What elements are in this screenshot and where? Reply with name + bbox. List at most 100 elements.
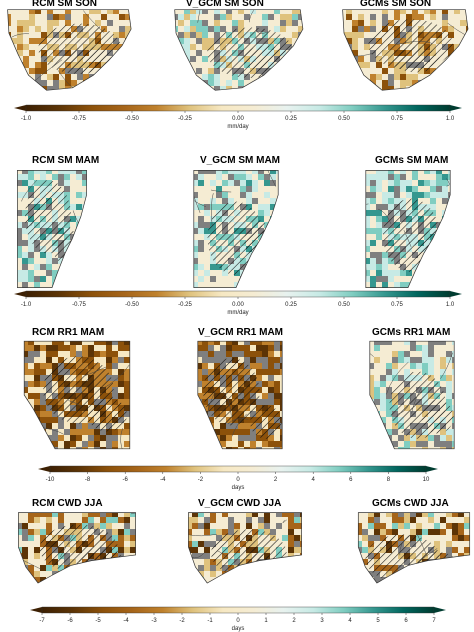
map-cell <box>214 32 221 39</box>
map-cell <box>292 9 299 15</box>
map-cell <box>294 541 301 548</box>
country-border <box>43 427 64 435</box>
map-cell <box>246 276 253 283</box>
map-cell <box>174 38 179 45</box>
map-cell <box>216 517 223 524</box>
map-cell <box>264 204 271 211</box>
map-cell <box>398 529 405 536</box>
map-cell <box>282 535 289 542</box>
map-cell <box>382 20 389 27</box>
map-cell <box>18 583 23 584</box>
map-cell <box>294 565 301 572</box>
map-cell <box>460 62 467 69</box>
map-cell <box>58 429 65 436</box>
map-cell <box>40 583 47 584</box>
map-cell <box>436 252 443 259</box>
map-cell <box>193 222 199 229</box>
map-cell <box>113 14 120 21</box>
map-cell <box>188 547 193 554</box>
map-cell <box>464 512 470 518</box>
map-cell <box>22 258 29 265</box>
map-cell <box>406 86 413 91</box>
map-cell <box>100 429 107 436</box>
map-cell <box>452 547 459 554</box>
map-cell <box>374 529 381 536</box>
map-cell <box>124 529 131 536</box>
map-cell <box>208 32 215 39</box>
map-cell <box>246 565 253 572</box>
significance-hatch <box>415 551 458 576</box>
map-cell <box>210 204 217 211</box>
map-cell <box>71 14 78 21</box>
map-cell <box>107 20 114 27</box>
map-cell <box>222 529 229 536</box>
map-cell <box>382 216 389 223</box>
map-cell <box>58 270 65 277</box>
map-cell <box>374 435 381 442</box>
map-cell <box>136 565 138 571</box>
map-cell <box>394 170 401 175</box>
map-cell <box>130 411 132 417</box>
map-cell <box>192 547 199 554</box>
map-cell <box>113 86 120 91</box>
map-cell <box>276 216 279 223</box>
map-cell <box>464 547 470 554</box>
colorbar-body <box>25 290 451 298</box>
map-cell <box>76 512 83 518</box>
map-cell <box>452 393 455 400</box>
map-cell <box>193 198 199 205</box>
map-cell <box>380 381 387 388</box>
map-field <box>188 512 302 584</box>
colorbar-tick-label: -6 <box>67 618 73 624</box>
map-cell <box>370 170 377 175</box>
map-cell <box>440 447 447 449</box>
map-cell <box>368 517 375 524</box>
map-cell <box>23 50 30 57</box>
map-cell <box>22 174 29 181</box>
map-cell <box>124 541 131 548</box>
map-cell <box>282 571 289 578</box>
map-cell <box>82 447 89 449</box>
map-cell <box>40 170 47 175</box>
map-cell <box>198 529 205 536</box>
map-cell <box>124 517 131 524</box>
map-cell <box>64 441 71 448</box>
map-cell <box>298 26 303 33</box>
map-cell <box>416 583 423 584</box>
map-cell <box>52 345 59 352</box>
map-cell <box>446 529 453 536</box>
map-cell <box>198 571 205 578</box>
map-cell <box>130 351 132 357</box>
map-cell <box>446 387 453 394</box>
map-cell <box>369 375 375 382</box>
map-cell <box>448 276 451 283</box>
map-cell <box>22 192 29 199</box>
map-cell <box>204 565 211 572</box>
map-cell <box>388 204 395 211</box>
map-cell <box>276 234 279 241</box>
map-cell <box>7 74 12 81</box>
map-cell <box>280 447 283 449</box>
map-cell <box>470 511 472 517</box>
map-field <box>365 170 451 288</box>
map-cell <box>198 252 205 259</box>
map-cell <box>107 74 114 81</box>
map-cell <box>270 571 277 578</box>
map-cell <box>346 38 353 45</box>
map-cell <box>88 447 95 449</box>
map-cell <box>440 345 447 352</box>
map-cell <box>47 68 54 75</box>
map-cell <box>252 186 259 193</box>
map-cell <box>362 553 369 560</box>
map-cell <box>398 589 404 591</box>
map-cell <box>448 204 451 211</box>
colorbar-row1: -1.0 -0.75 -0.50 -0.25 0.00 0.25 0.50 0.75 1.0mm… <box>14 104 462 130</box>
map-cell <box>82 435 89 442</box>
map-cell <box>88 571 95 578</box>
map-cell <box>428 357 435 364</box>
map-cell <box>58 345 65 352</box>
map-cell <box>34 270 41 277</box>
map-cell <box>428 577 435 584</box>
map-cell <box>193 270 199 277</box>
